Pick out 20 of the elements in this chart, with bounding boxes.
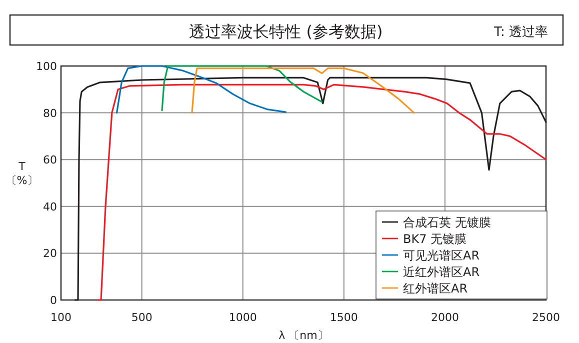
y-tick-label: 80: [43, 106, 57, 120]
y-tick-label: 20: [43, 247, 57, 260]
legend-label: 红外谱区AR: [403, 282, 468, 296]
x-tick-label: 1000: [228, 311, 257, 324]
y-tick-label: 0: [50, 294, 57, 307]
title: 透过率波长特性 (参考数据): [189, 22, 383, 41]
text: T: 透过率: [492, 24, 548, 40]
legend-label: 合成石英 无镀膜: [403, 216, 491, 230]
x-tick-label: 500: [131, 311, 152, 324]
x-tick-label: 2500: [532, 311, 560, 324]
y-tick-label: 100: [36, 60, 57, 73]
y-tick-label: 60: [43, 154, 57, 167]
x-tick-label: 2000: [430, 311, 459, 324]
y-tick-label: 40: [43, 200, 57, 214]
x-tick-label: 1500: [330, 311, 358, 324]
legend-label: 可见光谱区AR: [403, 248, 480, 262]
legend-label: BK7 无镀膜: [403, 232, 467, 246]
legend-label: 近红外谱区AR: [403, 265, 480, 279]
x-axis-title: λ 〔nm〕: [278, 329, 328, 342]
y-axis-title: T 〔%〕: [6, 160, 38, 187]
